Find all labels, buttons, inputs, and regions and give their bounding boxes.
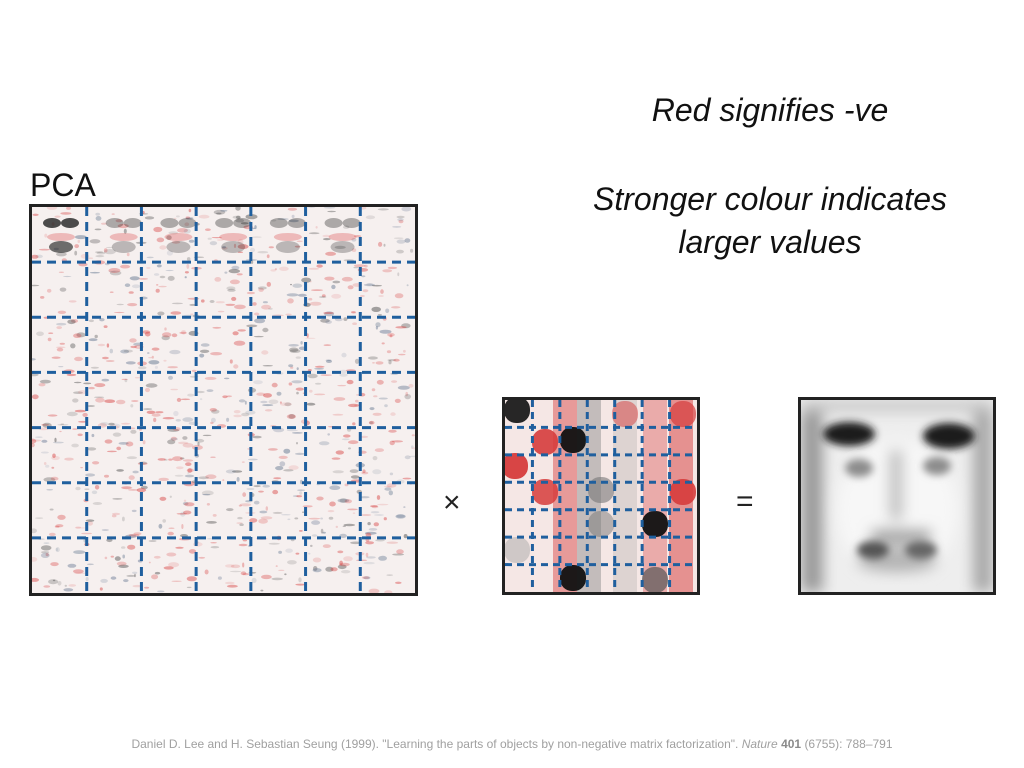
pca-eigenface [269,218,306,253]
reconstructed-face-svg [801,400,993,592]
pca-label: PCA [30,167,96,203]
coefficient-matrix-svg [505,400,697,592]
pca-background [32,207,415,593]
pca-basis-images [29,204,418,596]
pca-grid-lines [32,207,415,593]
citation: Daniel D. Lee and H. Sebastian Seung (19… [0,737,1024,751]
citation-text: Daniel D. Lee and H. Sebastian Seung (19… [131,737,739,751]
pca-basis-svg [32,207,415,593]
pca-eigenface [105,218,142,253]
annotation-colour-strength: Stronger colour indicates larger values [540,178,1000,264]
annotation-line: larger values [678,224,862,260]
annotation-line: Stronger colour indicates [593,181,947,217]
coef-grid-lines [505,400,697,592]
pca-eigenface [43,218,79,253]
citation-volume: 401 [781,737,802,751]
citation-pages: (6755): 788–791 [804,737,893,751]
pca-eigenface [160,218,197,253]
coef-cells [505,400,696,592]
annotation-red-negative: Red signifies -ve [651,92,889,128]
citation-journal: Nature [741,737,778,751]
multiply-operator: × [443,486,461,519]
pca-eigenface [324,218,361,253]
coefficient-matrix [502,397,700,595]
equals-operator: = [736,485,754,518]
reconstructed-face [798,397,996,595]
pca-eigenface [215,218,252,253]
